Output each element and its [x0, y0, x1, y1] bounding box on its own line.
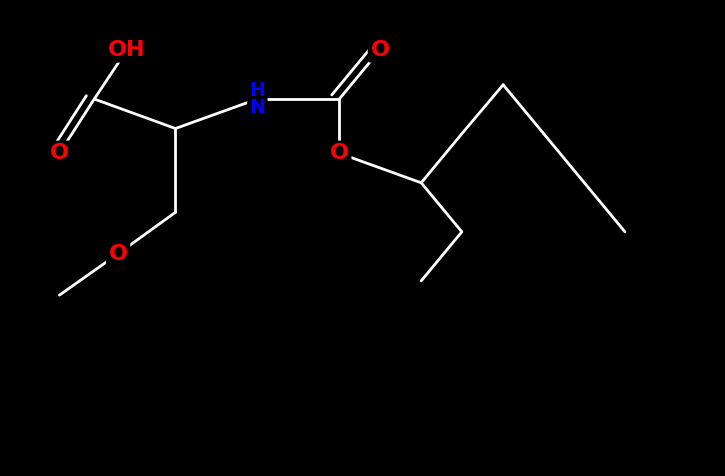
Text: OH: OH [108, 40, 146, 60]
Text: H
N: H N [249, 81, 265, 117]
Text: O: O [109, 244, 128, 264]
Text: O: O [330, 143, 349, 163]
Text: O: O [50, 143, 69, 163]
Text: O: O [370, 40, 389, 60]
